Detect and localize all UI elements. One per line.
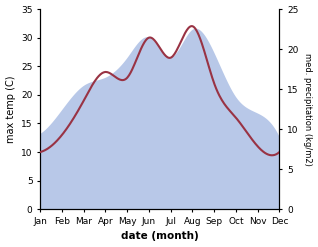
- Y-axis label: med. precipitation (kg/m2): med. precipitation (kg/m2): [303, 53, 313, 165]
- Y-axis label: max temp (C): max temp (C): [5, 75, 16, 143]
- X-axis label: date (month): date (month): [121, 231, 199, 242]
